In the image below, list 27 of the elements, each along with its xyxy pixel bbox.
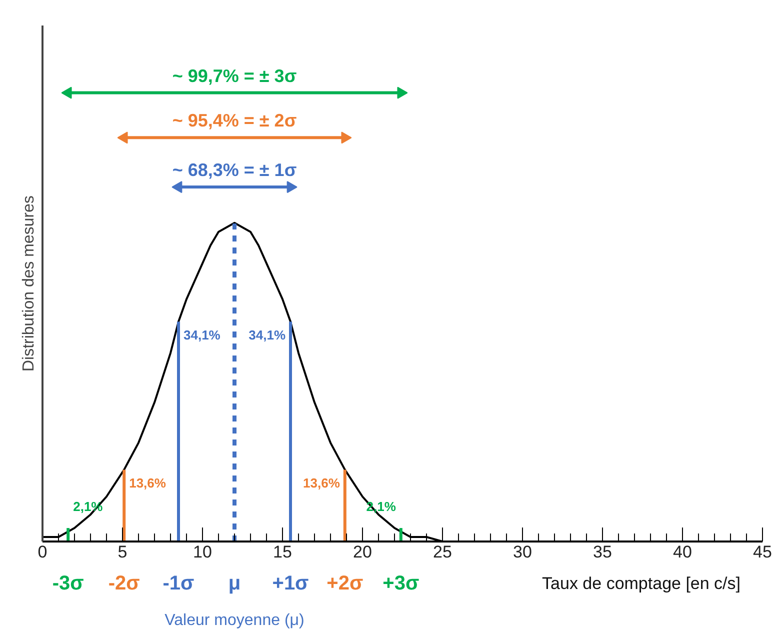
- annotation: 13,6%: [303, 476, 340, 491]
- x-tick-label: 0: [38, 542, 48, 562]
- x-tick-label: 10: [193, 542, 212, 562]
- x-tick-label: 35: [593, 542, 612, 562]
- x-tick-label: 15: [273, 542, 292, 562]
- series-label: -2σ: [108, 572, 140, 594]
- annotation: 13,6%: [129, 476, 166, 491]
- x-tick-label: 25: [433, 542, 452, 562]
- y-axis-title: Distribution des mesures: [20, 195, 38, 372]
- series-label: ~ 99,7% = ± 3σ: [172, 66, 297, 86]
- series-label: +1σ: [272, 572, 310, 594]
- annotation: 34,1%: [248, 328, 286, 343]
- text: Valeur moyenne (μ): [164, 612, 304, 629]
- series-label: +2σ: [326, 572, 364, 594]
- annotation: 34,1%: [184, 328, 221, 343]
- series-label: μ: [228, 572, 241, 594]
- series-label: ~ 95,4% = ± 2σ: [172, 110, 297, 131]
- x-tick-label: 45: [753, 542, 772, 562]
- series-label: -1σ: [162, 572, 195, 594]
- x-axis-title: Taux de comptage [en c/s]: [542, 574, 741, 593]
- x-tick-label: 5: [118, 542, 128, 562]
- x-tick-label: 20: [353, 542, 372, 562]
- series-label: ~ 68,3% = ± 1σ: [172, 160, 297, 180]
- series-label: -3σ: [52, 572, 84, 594]
- x-tick-label: 30: [513, 542, 532, 562]
- series-label: +3σ: [382, 572, 420, 594]
- x-tick-label: 40: [673, 542, 692, 562]
